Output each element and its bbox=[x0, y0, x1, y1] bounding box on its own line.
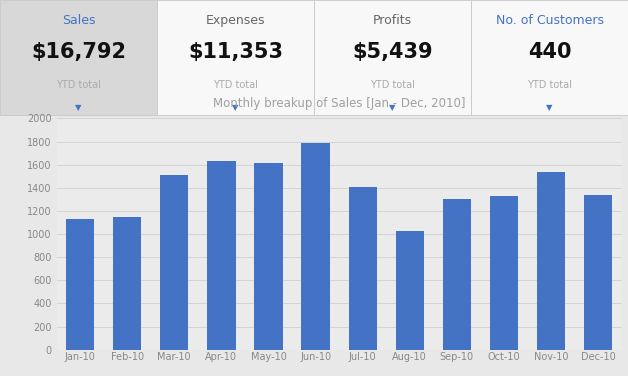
Bar bbox=[66, 219, 94, 350]
Text: YTD total: YTD total bbox=[56, 80, 101, 90]
Bar bbox=[157, 0, 314, 115]
Bar bbox=[349, 186, 377, 350]
Text: Expenses: Expenses bbox=[206, 14, 265, 27]
Text: ▼: ▼ bbox=[389, 103, 396, 112]
Text: $5,439: $5,439 bbox=[352, 42, 433, 62]
Bar bbox=[584, 195, 612, 350]
Bar bbox=[537, 172, 565, 350]
Text: YTD total: YTD total bbox=[213, 80, 258, 90]
Text: YTD total: YTD total bbox=[370, 80, 415, 90]
Bar bbox=[396, 230, 424, 350]
Text: ▼: ▼ bbox=[75, 103, 82, 112]
Text: Sales: Sales bbox=[62, 14, 95, 27]
Title: Monthly breakup of Sales [Jan - Dec, 2010]: Monthly breakup of Sales [Jan - Dec, 201… bbox=[213, 97, 465, 110]
Bar bbox=[314, 0, 471, 115]
Bar bbox=[160, 175, 188, 350]
Bar bbox=[207, 161, 236, 350]
Bar bbox=[471, 0, 628, 115]
Text: 440: 440 bbox=[528, 42, 571, 62]
Bar bbox=[113, 217, 141, 350]
Text: ▼: ▼ bbox=[232, 103, 239, 112]
Text: $16,792: $16,792 bbox=[31, 42, 126, 62]
Text: No. of Customers: No. of Customers bbox=[495, 14, 604, 27]
Text: $11,353: $11,353 bbox=[188, 42, 283, 62]
Text: YTD total: YTD total bbox=[527, 80, 572, 90]
Bar bbox=[490, 196, 518, 350]
Bar bbox=[443, 199, 471, 350]
Bar bbox=[254, 163, 283, 350]
Bar bbox=[301, 143, 330, 350]
Text: Profits: Profits bbox=[373, 14, 412, 27]
Bar bbox=[0, 0, 157, 115]
Text: ▼: ▼ bbox=[546, 103, 553, 112]
